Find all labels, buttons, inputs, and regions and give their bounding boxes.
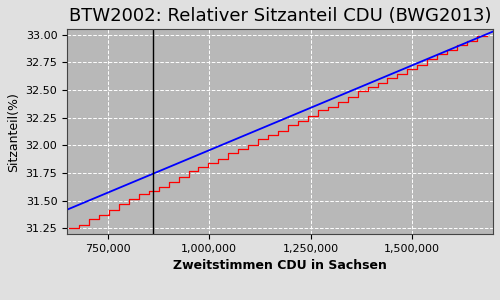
Sitzanteil real bbox=[384, 81, 390, 85]
Sitzanteil real bbox=[484, 34, 490, 38]
X-axis label: Zweitstimmen CDU in Sachsen: Zweitstimmen CDU in Sachsen bbox=[173, 259, 387, 272]
Y-axis label: Sitzanteil(%): Sitzanteil(%) bbox=[7, 92, 20, 172]
Sitzanteil real bbox=[474, 34, 480, 38]
Sitzanteil real bbox=[76, 227, 82, 230]
Sitzanteil real bbox=[404, 72, 410, 76]
Sitzanteil real bbox=[66, 227, 72, 230]
Sitzanteil real bbox=[255, 143, 261, 147]
Line: Sitzanteil real: Sitzanteil real bbox=[69, 36, 487, 229]
Sitzanteil real bbox=[275, 134, 281, 137]
Title: BTW2002: Relativer Sitzanteil CDU (BWG2013): BTW2002: Relativer Sitzanteil CDU (BWG20… bbox=[69, 7, 492, 25]
Sitzanteil real bbox=[96, 218, 102, 221]
